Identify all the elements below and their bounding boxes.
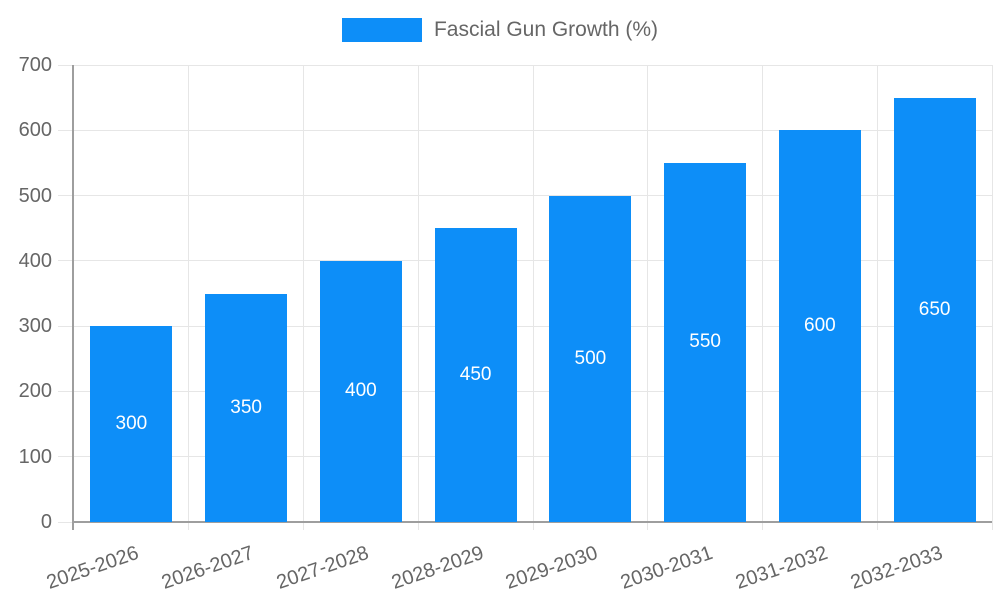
- y-axis-tick: [58, 456, 74, 458]
- bar[interactable]: 300: [90, 326, 173, 522]
- bar[interactable]: 600: [778, 130, 861, 522]
- legend-swatch[interactable]: [341, 18, 422, 42]
- y-axis-label: 400: [18, 249, 52, 272]
- bar-value-label: 500: [574, 347, 607, 369]
- v-gridline: [303, 65, 304, 522]
- y-axis-tick: [58, 129, 74, 131]
- bar-value-label: 350: [230, 396, 262, 418]
- bar-value-label: 650: [918, 298, 951, 320]
- y-axis-line: [72, 65, 74, 530]
- v-gridline: [417, 65, 419, 522]
- v-gridline: [188, 65, 190, 522]
- y-axis-tick: [58, 521, 74, 523]
- y-axis-tick: [58, 260, 74, 262]
- bar-value-label: 600: [804, 315, 836, 337]
- legend-label[interactable]: Fascial Gun Growth (%): [433, 18, 659, 41]
- y-axis-tick: [58, 195, 74, 197]
- x-axis-tick: [762, 522, 763, 530]
- y-axis-label: 500: [18, 184, 52, 207]
- bar-value-label: 450: [459, 364, 492, 386]
- x-axis-tick: [647, 522, 649, 530]
- bar-value-label: 400: [345, 380, 377, 402]
- bar[interactable]: 350: [205, 293, 288, 522]
- y-axis-tick: [58, 64, 74, 66]
- legend[interactable]: Fascial Gun Growth (%): [0, 18, 1000, 42]
- x-axis-line: [74, 521, 992, 523]
- x-axis-tick: [532, 522, 534, 530]
- x-axis-tick: [417, 522, 419, 530]
- bar-value-label: 550: [689, 331, 721, 353]
- y-axis-label: 600: [18, 119, 52, 142]
- bar[interactable]: 450: [434, 228, 517, 522]
- bar-value-label: 300: [115, 413, 148, 435]
- bar[interactable]: 650: [893, 97, 976, 522]
- v-gridline: [647, 65, 649, 522]
- y-axis-label: 100: [18, 445, 52, 468]
- x-axis-tick: [303, 522, 304, 530]
- x-axis-tick: [991, 522, 993, 530]
- y-axis-label: 0: [40, 511, 52, 533]
- y-axis-tick: [58, 325, 74, 327]
- y-axis-label: 200: [18, 380, 52, 403]
- bar[interactable]: 550: [664, 162, 747, 522]
- x-axis-tick: [876, 522, 878, 530]
- bar[interactable]: 500: [549, 195, 632, 522]
- y-axis-tick: [58, 390, 74, 392]
- v-gridline: [762, 65, 763, 522]
- y-axis-label: 300: [18, 315, 52, 338]
- v-gridline: [991, 65, 993, 522]
- x-axis-tick: [188, 522, 190, 530]
- v-gridline: [532, 65, 534, 522]
- v-gridline: [876, 65, 878, 522]
- bar[interactable]: 400: [319, 260, 402, 522]
- y-axis-label: 700: [18, 54, 52, 76]
